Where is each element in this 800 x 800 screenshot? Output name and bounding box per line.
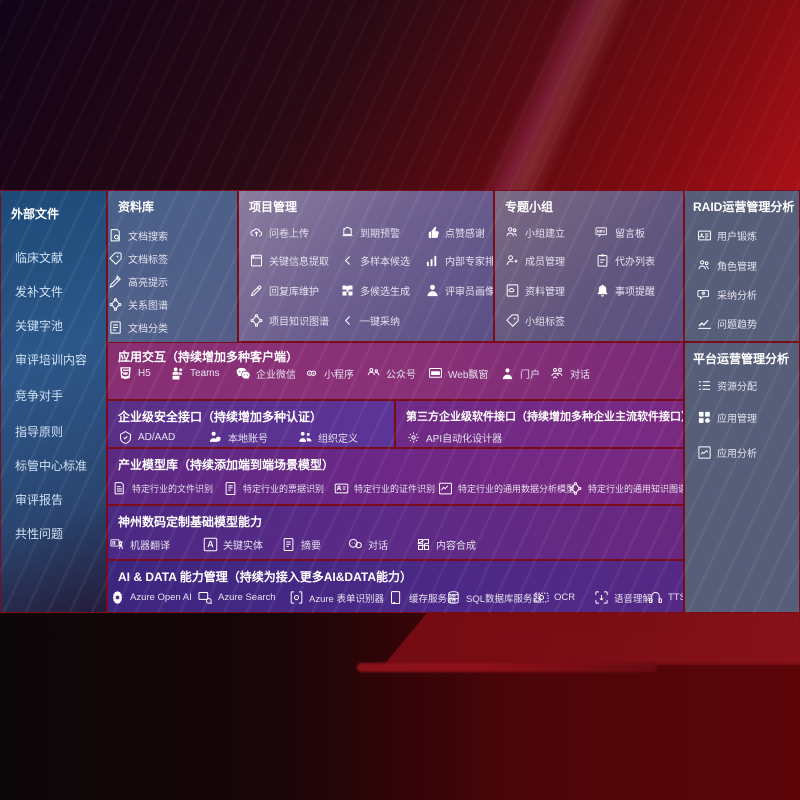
svg-text:译: 译	[112, 541, 116, 546]
svg-text:BBS: BBS	[597, 229, 606, 234]
